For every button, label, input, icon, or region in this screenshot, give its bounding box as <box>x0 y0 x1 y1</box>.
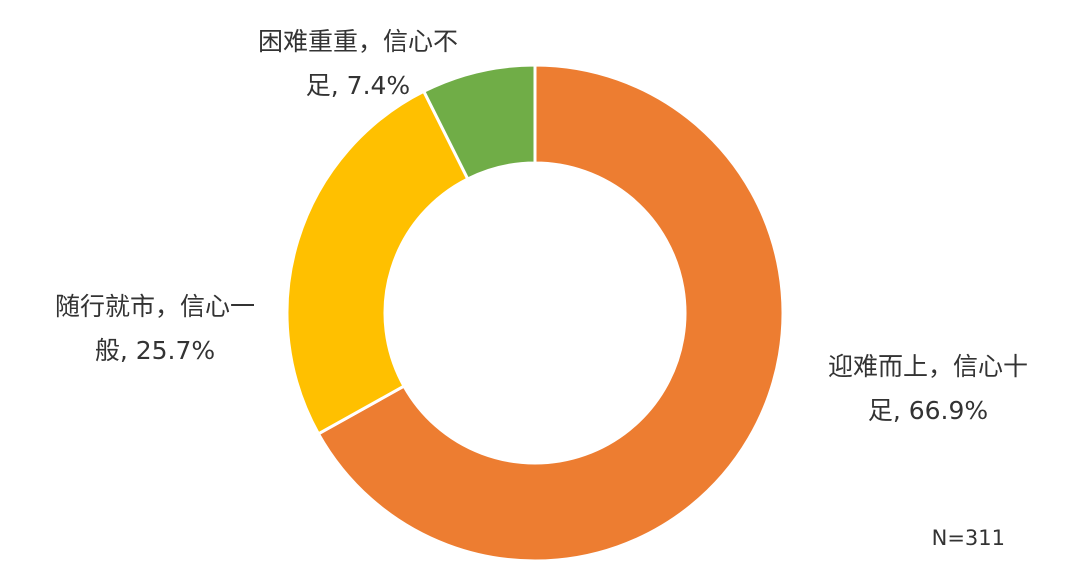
data-label: 随行就市，信心一般, 25.7% <box>55 292 255 365</box>
data-label: 困难重重，信心不足, 7.4% <box>258 27 458 100</box>
slice <box>421 63 537 181</box>
slice <box>316 63 785 563</box>
data-label: 迎难而上，信心十足, 66.9% <box>828 352 1028 425</box>
annotation: N=311 <box>932 526 1005 550</box>
slice <box>285 89 470 436</box>
